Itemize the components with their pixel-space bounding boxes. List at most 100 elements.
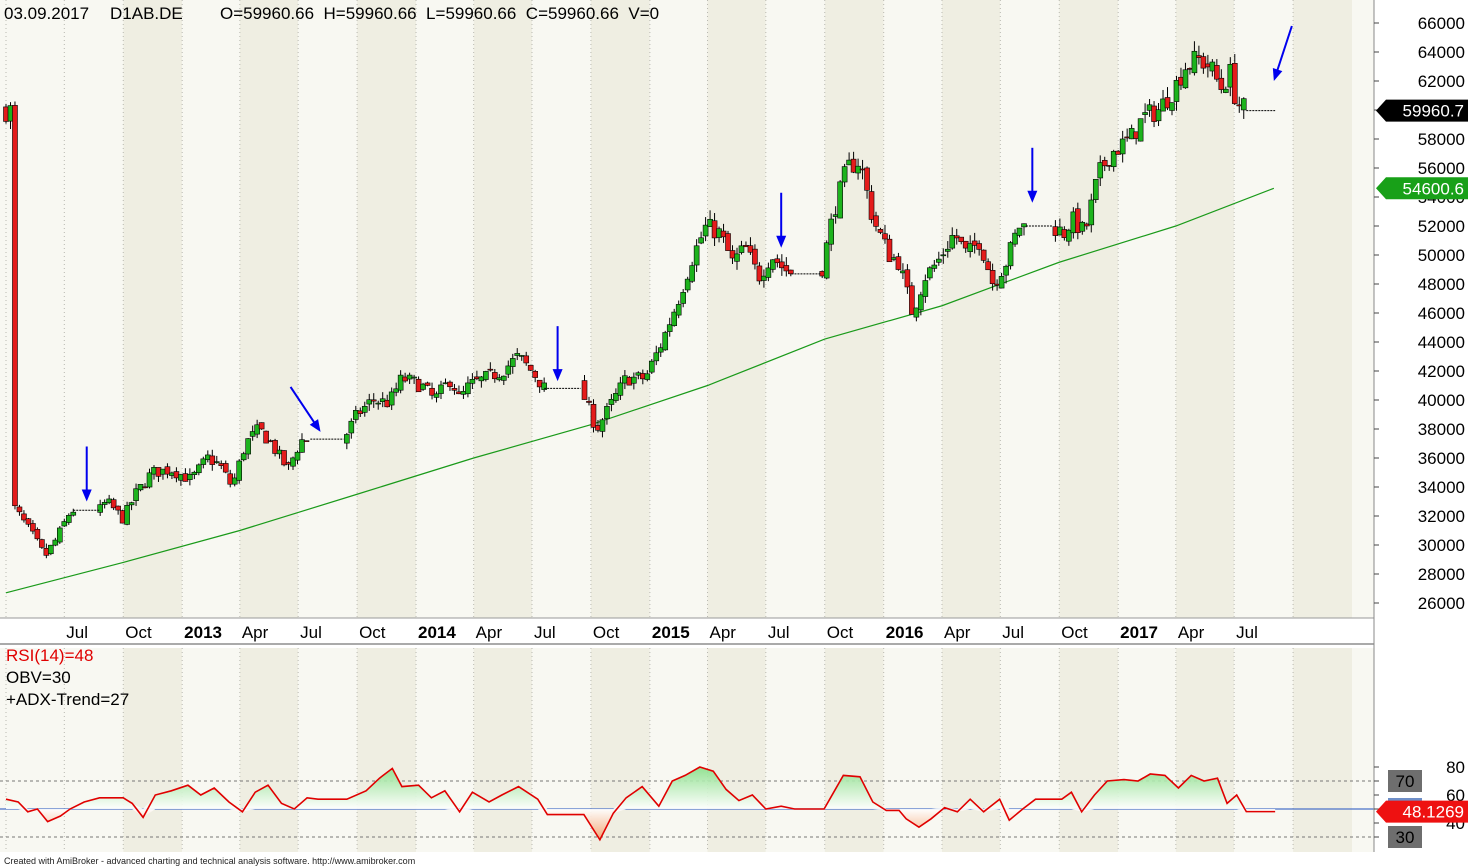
candle-up (1119, 138, 1126, 155)
candle-up (1182, 69, 1189, 89)
candle-up (438, 384, 444, 394)
x-axis-strip (0, 618, 1374, 648)
candle-up (1066, 229, 1072, 242)
candle-down (850, 158, 857, 173)
candle-down (877, 229, 884, 233)
candle-down (39, 539, 45, 548)
candle-up (294, 451, 301, 461)
quarter-band (942, 0, 1001, 852)
candle-up (841, 166, 848, 183)
badge-label: 30 (1396, 828, 1415, 847)
candle-up (666, 324, 673, 332)
x-tick-label: Oct (125, 623, 152, 642)
candle-up (213, 461, 220, 463)
candle-down (258, 422, 265, 430)
grid-lines (0, 0, 1374, 852)
candle-up (1007, 242, 1014, 267)
candle-up (698, 237, 704, 244)
candle-up (608, 398, 615, 405)
candle-up (290, 457, 296, 467)
price-panel[interactable] (3, 25, 1293, 594)
signal-arrow-head (1027, 190, 1038, 203)
quarter-band (531, 0, 591, 852)
quarter-band (473, 0, 532, 852)
candle-up (940, 254, 947, 257)
candle-up (967, 243, 973, 252)
candle-up (644, 373, 651, 380)
badge-shape (1376, 177, 1468, 200)
candle-down (263, 430, 269, 444)
candle-down (281, 450, 287, 466)
rsi-panel[interactable]: RSI(14)=48 OBV=30 +ADX-Trend=27 (0, 646, 1374, 842)
badge-label: 70 (1396, 772, 1415, 791)
y-tick-label: 58000 (1418, 130, 1465, 149)
quarter-band (1059, 0, 1119, 852)
candle-up (998, 276, 1005, 289)
candle-up (1016, 227, 1023, 236)
candle-up (388, 391, 395, 406)
candle-down (532, 370, 538, 378)
signal-arrow-head (776, 235, 787, 248)
x-tick-label: 2013 (184, 623, 222, 642)
signal-arrow-head (552, 369, 563, 382)
y-tick-label: 52000 (1418, 217, 1465, 236)
candle-up (770, 259, 776, 270)
quarter-band (1118, 0, 1176, 852)
candle-up (299, 439, 305, 453)
candle-up (765, 267, 772, 278)
right-axis-bg (1374, 0, 1468, 852)
candle-down (1200, 56, 1207, 69)
rsi-legend-item: +ADX-Trend=27 (6, 690, 129, 709)
candle-up (393, 388, 399, 393)
candle-up (348, 420, 355, 434)
candle-up (761, 275, 767, 281)
candle-down (447, 381, 453, 388)
candle-down (788, 269, 794, 275)
candle-up (61, 521, 68, 527)
x-tick-label: Oct (827, 623, 854, 642)
x-tick-label: Apr (476, 623, 503, 642)
candle-up (653, 352, 660, 362)
candle-down (487, 368, 494, 371)
candle-up (352, 410, 359, 420)
candle-down (16, 506, 23, 513)
quarter-band (1234, 0, 1294, 852)
candle-down (429, 387, 435, 396)
candle-down (222, 463, 229, 473)
candle-down (989, 270, 996, 285)
candle-down (164, 466, 171, 475)
signal-arrow (289, 386, 319, 428)
candle-up (344, 434, 350, 444)
candle-up (684, 278, 691, 291)
y-tick-label: 42000 (1418, 362, 1465, 381)
quarter-band (0, 0, 65, 852)
candle-up (366, 399, 373, 405)
y-tick-label: 44000 (1418, 333, 1465, 352)
candle-up (70, 511, 77, 516)
candle-down (21, 513, 27, 521)
rsi-legend-item: OBV=30 (6, 668, 71, 687)
x-tick-label: Apr (1178, 623, 1205, 642)
background-bands (0, 0, 1374, 852)
candle-up (613, 393, 619, 401)
badge-label: 48.1269 (1403, 803, 1464, 822)
candle-down (12, 105, 18, 507)
candle-up (483, 371, 489, 380)
candle-up (837, 181, 843, 219)
candle-up (133, 488, 139, 501)
signal-arrow-head (81, 489, 92, 502)
candle-down (909, 285, 915, 315)
moving-average-badge: 54600.6 (1376, 177, 1468, 200)
candle-up (65, 515, 72, 523)
candle-up (48, 544, 54, 555)
signal-arrow (1274, 25, 1293, 76)
y-tick-label: 38000 (1418, 420, 1465, 439)
candle-up (191, 471, 198, 476)
candle-down (209, 455, 216, 465)
candle-down (370, 399, 377, 402)
candle-up (57, 527, 63, 543)
candle-down (904, 269, 911, 288)
x-tick-label: Jul (1002, 623, 1024, 642)
candle-down (590, 404, 597, 428)
